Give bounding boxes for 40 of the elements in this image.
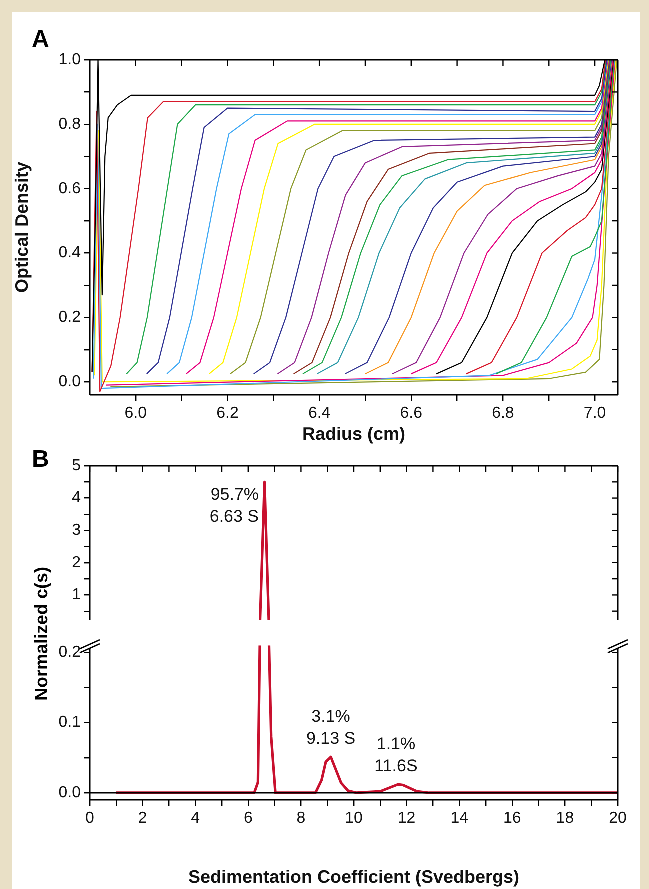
- x-tick-label: 6.0: [124, 405, 148, 422]
- y-tick-label: 3: [72, 522, 82, 540]
- x-tick-label: 14: [450, 810, 469, 828]
- y-tick-label: 1: [72, 586, 82, 604]
- y-tick-label: 0.1: [58, 714, 82, 732]
- x-tick-label: 6.6: [400, 405, 423, 422]
- x-tick-label: 0: [86, 810, 95, 828]
- y-tick-label: 0.6: [58, 180, 82, 198]
- chart-title: A: [32, 26, 50, 54]
- x-tick-label: 20: [609, 810, 627, 828]
- chart-title: B: [32, 446, 50, 474]
- x-tick-label: 8: [296, 810, 306, 828]
- annotation: 3.1% 9.13 S: [306, 706, 356, 748]
- x-tick-label: 6: [244, 810, 253, 828]
- x-tick-label: 4: [191, 810, 200, 828]
- x-tick-label: 12: [398, 810, 416, 828]
- y-tick-label: 1.0: [58, 51, 82, 68]
- y-tick-label: 0.4: [58, 244, 82, 262]
- y-tick-label: 0.8: [58, 116, 82, 133]
- y-tick-label: 5: [72, 457, 82, 474]
- y-tick-label: 2: [72, 554, 82, 572]
- y-tick-label: 0.0: [58, 374, 82, 391]
- y-tick-label: 0.0: [58, 784, 82, 802]
- x-tick-label: 6.8: [492, 405, 514, 422]
- x-tick-label: 16: [504, 810, 522, 828]
- x-tick-label: 6.4: [308, 405, 331, 422]
- y-axis-title: Optical Density: [12, 162, 32, 294]
- x-tick-label: 2: [138, 810, 148, 828]
- x-axis-title: Radius (cm): [302, 424, 406, 444]
- x-tick-label: 18: [556, 810, 574, 828]
- annotation: 1.1% 11.6S: [374, 734, 418, 776]
- y-tick-label: 4: [72, 490, 82, 507]
- y-tick-label: 0.2: [58, 309, 82, 326]
- y-axis-title: Normalized c(s): [32, 566, 52, 701]
- x-axis-title: Sedimentation Coefficient (Svedbergs): [188, 867, 520, 888]
- annotation: 95.7% 6.63 S: [210, 485, 260, 526]
- x-tick-label: 6.2: [216, 405, 239, 422]
- x-tick-label: 7.0: [584, 405, 606, 422]
- y-tick-label: 0.2: [58, 644, 82, 662]
- x-tick-label: 10: [345, 810, 363, 828]
